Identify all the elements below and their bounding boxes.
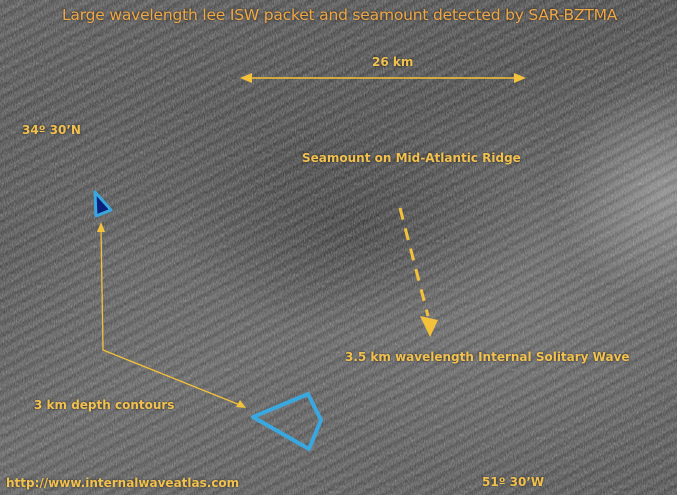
scale-bar-label: 26 km: [372, 55, 414, 69]
scale-bar-arrow: [240, 73, 526, 83]
isw-dashed-arrow: [398, 207, 438, 337]
seamount-label: Seamount on Mid-Atlantic Ridge: [302, 151, 521, 165]
depth-contour-connector-arrow: [97, 222, 246, 408]
longitude-label: 51º 30’W: [482, 475, 545, 489]
depth-contour-large: [251, 392, 323, 451]
image-title: Large wavelength lee ISW packet and seam…: [62, 6, 618, 24]
depth-contours-label: 3 km depth contours: [34, 398, 175, 412]
depth-contour-small: [93, 190, 113, 218]
latitude-label: 34º 30’N: [22, 123, 81, 137]
isw-label: 3.5 km wavelength Internal Solitary Wave: [345, 350, 630, 364]
source-url: http://www.internalwaveatlas.com: [6, 476, 240, 490]
